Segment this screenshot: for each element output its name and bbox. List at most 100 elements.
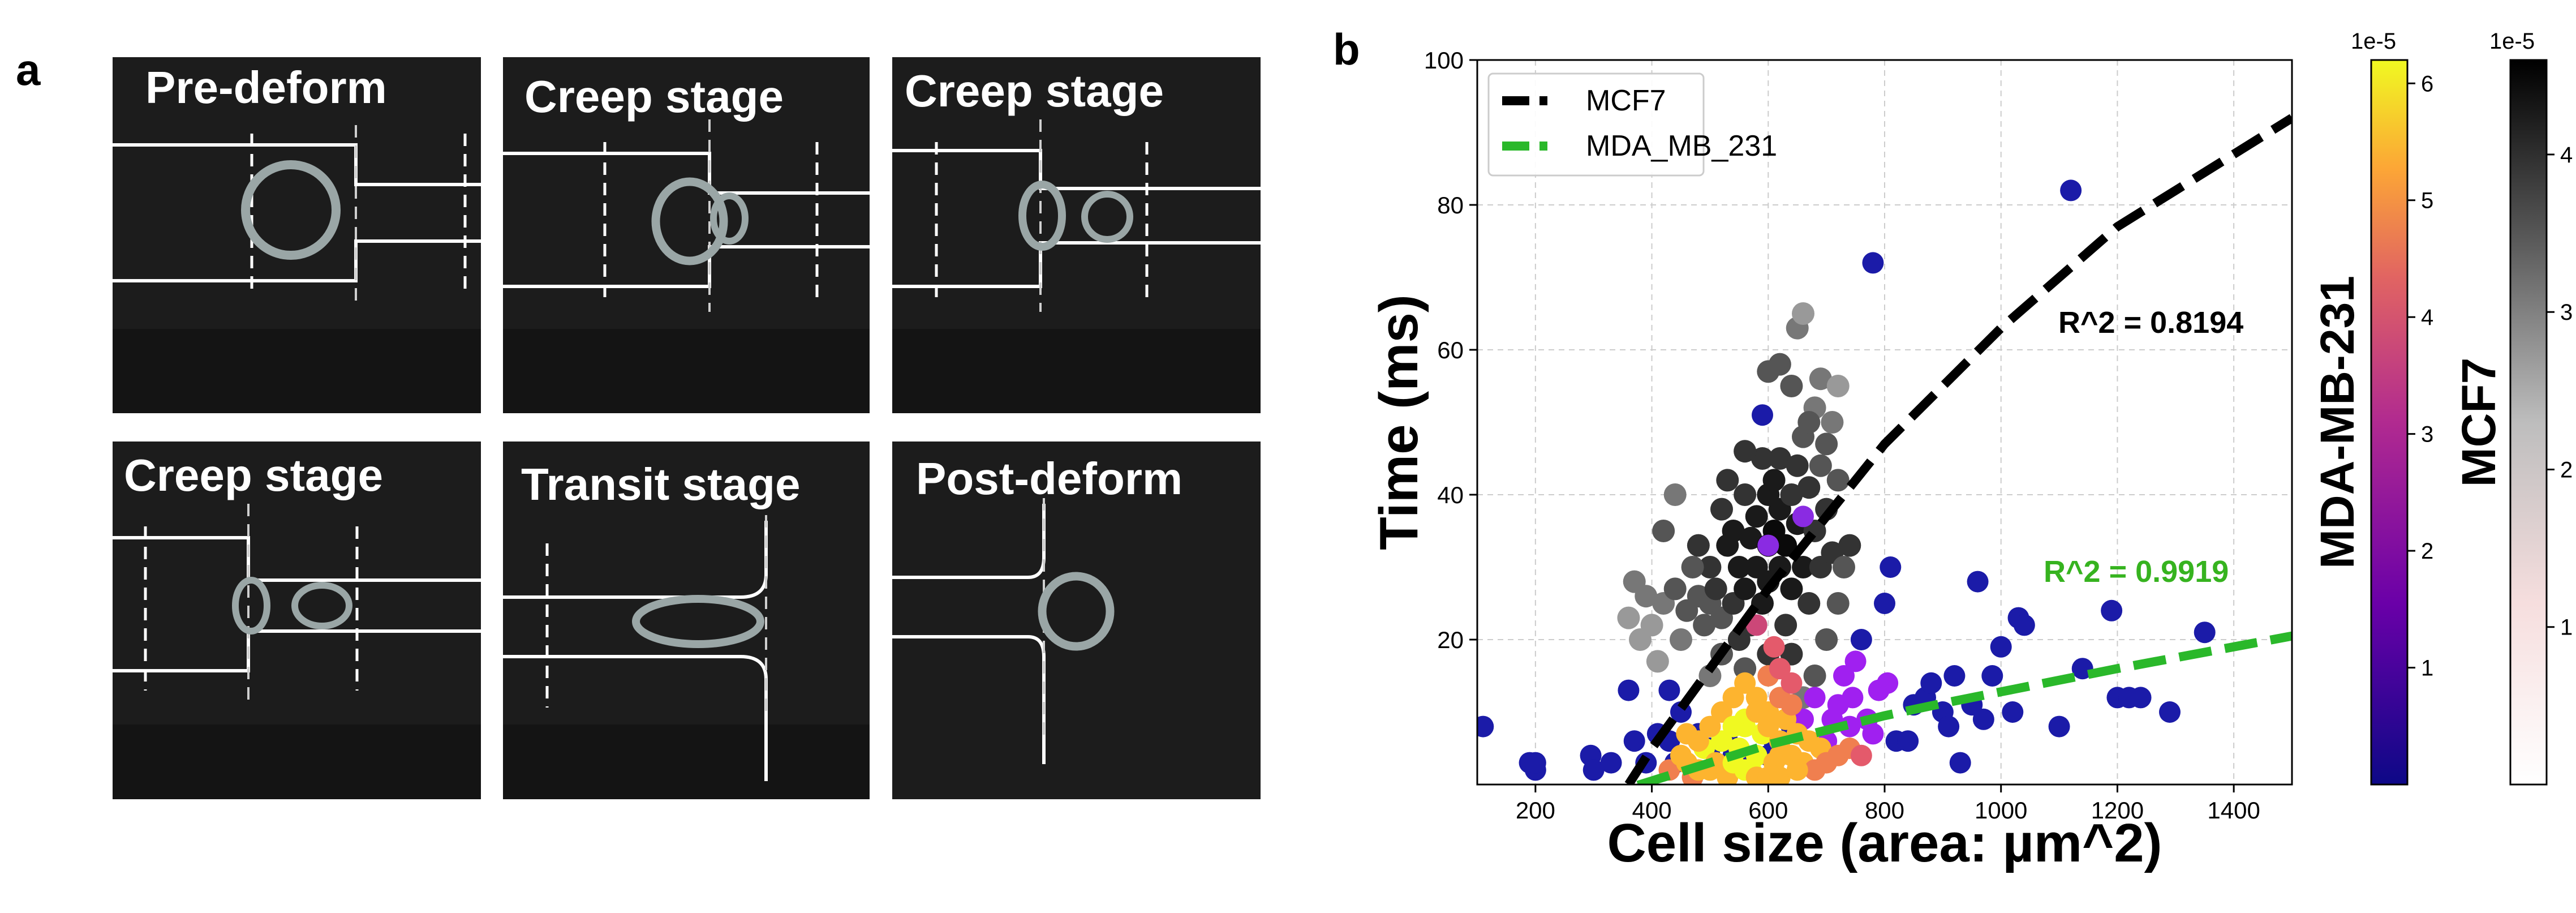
x-tick-label: 200 [1516,797,1555,824]
microscopy-creep-1: Creep stage [503,57,870,413]
point-mcf7 [1663,577,1687,601]
panel-b-letter: b [1333,24,1360,74]
point-mcf7 [1797,476,1821,499]
point-mcf7 [1762,469,1786,492]
point-mcf7 [1797,592,1821,615]
point-mcf7 [1826,469,1850,492]
point-mda [1600,752,1622,774]
point-mcf7 [1734,440,1757,463]
point-mcf7 [1716,469,1739,492]
point-mcf7 [1739,526,1762,550]
data-points [1477,179,2216,785]
colorbar-tick-label: 1 [2560,615,2573,640]
point-mda-dense [1722,687,1744,709]
colorbar-tick-label: 4 [2560,143,2573,168]
colorbar-mcf7-ticks: 1 2 3 4 [2547,143,2573,640]
point-mcf7 [1734,483,1757,506]
point-mda [1752,404,1773,426]
point-mcf7 [1780,577,1803,601]
point-mda-dense [1699,715,1721,738]
point-mda-dense [1711,701,1732,723]
point-mda-dense [1850,744,1872,766]
point-mda [1582,759,1605,781]
point-mda-dense [1781,694,1803,716]
x-tick-label: 1000 [1975,797,2027,824]
point-mda [1618,679,1640,701]
point-mcf7 [1774,534,1797,557]
x-tick-label: 600 [1748,797,1788,824]
point-mda [2002,701,2024,723]
microscopy-creep-3: Creep stage [113,442,481,799]
point-mda-dense [1769,744,1791,766]
point-mda-dense [1745,701,1767,723]
point-mda-dense [1705,752,1727,774]
point-mda [2130,687,2152,709]
point-mda-dense [1786,759,1808,781]
point-mda [1477,715,1494,738]
point-mcf7 [1774,614,1797,637]
point-mda [1792,505,1814,528]
colorbar-mda-label: MDA-MB-231 [2311,276,2364,569]
point-mda [1880,556,1902,578]
point-mda [1862,723,1884,745]
r2-label-mda: R^2 = 0.9919 [2044,555,2229,589]
point-mda [1874,593,1895,614]
point-mda [1967,571,1989,593]
point-mda-dense [1769,658,1791,680]
caption-creep-2: Creep stage [905,66,1164,116]
point-mcf7 [1826,592,1850,615]
point-mda [1938,715,1960,738]
point-mcf7 [1734,577,1757,601]
microscopy-pre-deform: Pre-deform [113,57,481,413]
point-mda [1804,687,1826,709]
colorbar-tick-label: 1 [2421,656,2433,681]
point-mcf7 [1826,375,1850,397]
point-mda [1757,534,1779,556]
y-tick-label: 40 [1437,482,1464,508]
point-mda [1972,708,1994,730]
colorbar-tick-label: 2 [2421,539,2433,564]
point-mcf7 [1710,498,1733,521]
x-tick-label: 1400 [2207,797,2260,824]
colorbar-tick-label: 6 [2421,71,2433,96]
point-mcf7 [1833,556,1855,578]
caption-transit: Transit stage [521,459,801,509]
point-mcf7 [1704,577,1727,601]
panel-a-letter: a [16,45,41,95]
caption-pre-deform: Pre-deform [145,62,387,113]
point-mda [1943,665,1966,687]
y-tick-label: 20 [1437,627,1464,653]
point-mcf7 [1815,628,1838,651]
point-mcf7 [1809,367,1832,391]
colorbar-mda-gradient [2370,59,2409,786]
point-mcf7 [1780,483,1803,506]
point-mda [1990,636,2012,658]
x-axis-label: Cell size (area: µm^2) [1607,813,2162,873]
point-mda [2048,715,2070,738]
x-tick-label: 400 [1632,797,1672,824]
colorbar-mcf7: 1e-5 1 2 3 4 MCF7 [2452,29,2573,786]
point-mcf7 [1681,556,1704,578]
point-mda [1842,687,1864,709]
colorbar-tick-label: 4 [2421,305,2433,330]
point-mcf7 [1727,556,1751,578]
colorbar-tick-label: 5 [2421,188,2433,213]
point-mcf7 [1803,665,1826,687]
point-mcf7 [1797,411,1821,434]
fit-line-0 [1624,114,2292,785]
colorbar-tick-label: 3 [2560,300,2573,325]
colorbar-mda-scale: 1e-5 [2351,29,2396,54]
point-mda [1833,665,1855,687]
channel-sketch [503,57,870,413]
point-mda-dense [1734,672,1756,694]
microscopy-creep-2: Creep stage [892,57,1261,413]
point-mda-dense [1711,730,1732,752]
y-tick-label: 100 [1424,47,1464,74]
point-mda [2194,621,2216,644]
colorbar-mcf7-label: MCF7 [2452,358,2505,487]
point-mcf7 [1646,650,1669,673]
point-mcf7 [1687,534,1710,557]
x-tick-label: 1200 [2091,797,2144,824]
point-mcf7 [1815,432,1838,456]
point-mda-dense [1763,636,1785,658]
